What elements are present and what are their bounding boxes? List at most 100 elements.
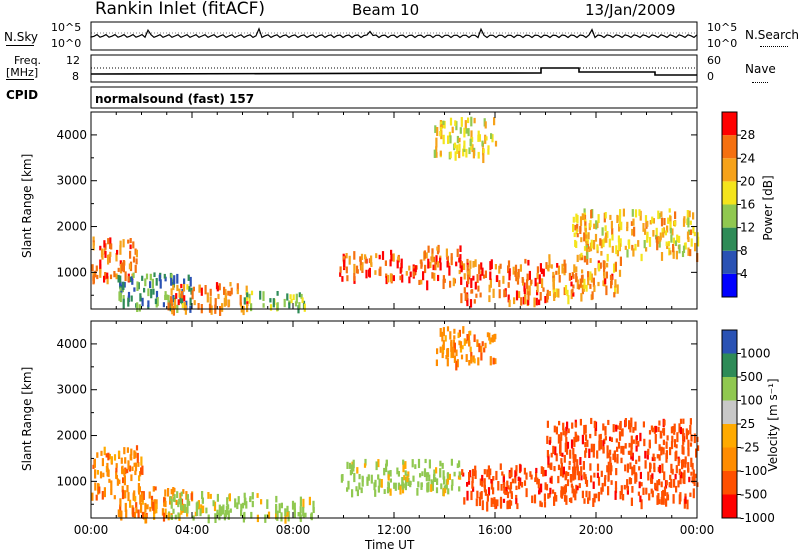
power-echo-cell bbox=[593, 285, 596, 292]
velocity-echo-cell bbox=[643, 438, 646, 447]
velocity-echo-cell bbox=[402, 459, 405, 465]
power-echo-cell bbox=[223, 297, 226, 307]
power-echo-cell bbox=[134, 264, 137, 273]
velocity-echo-cell bbox=[115, 475, 118, 480]
velocity-echo-cell bbox=[286, 505, 289, 512]
power-echo-cell bbox=[474, 259, 477, 267]
velocity-echo-cell bbox=[121, 489, 125, 500]
power-echo-cell bbox=[606, 262, 609, 268]
power-echo-cell bbox=[465, 148, 468, 158]
velocity-echo-cell bbox=[428, 459, 431, 469]
power-echo-cell bbox=[150, 288, 153, 299]
power-echo-cell bbox=[490, 133, 493, 140]
velocity-echo-cell bbox=[593, 493, 596, 503]
velocity-echo-cell bbox=[366, 477, 369, 486]
velocity-echo-cell bbox=[358, 474, 361, 480]
freq-tick-low: 8 bbox=[72, 70, 79, 83]
power-echo-cell bbox=[608, 238, 611, 248]
velocity-echo-cell bbox=[167, 512, 170, 521]
power-echo-cell bbox=[171, 279, 174, 286]
velocity-echo-cell bbox=[465, 339, 468, 344]
velocity-echo-cell bbox=[558, 420, 561, 426]
power-echo-cell bbox=[599, 262, 602, 269]
velocity-echo-cell bbox=[178, 498, 181, 505]
power-echo-cell bbox=[646, 220, 649, 227]
velocity-echo-cell bbox=[141, 492, 144, 502]
power-echo-cell bbox=[431, 272, 434, 279]
power-echo-cell bbox=[345, 266, 348, 274]
power-echo-cell bbox=[512, 266, 515, 275]
power-echo-cell bbox=[174, 299, 177, 310]
power-echo-cell bbox=[106, 272, 109, 279]
velocity-echo-cell bbox=[635, 436, 638, 445]
power-echo-cell bbox=[456, 135, 459, 144]
velocity-echo-cell bbox=[106, 462, 109, 469]
velocity-echo-cell bbox=[593, 420, 596, 429]
power-echo-cell bbox=[120, 262, 124, 272]
velocity-echo-cell bbox=[207, 514, 210, 524]
velocity-echo-cell bbox=[364, 458, 367, 466]
power-echo-cell bbox=[557, 288, 560, 298]
power-echo-cell bbox=[353, 251, 356, 260]
power-echo-cell bbox=[637, 240, 640, 247]
velocity-echo-cell bbox=[430, 484, 433, 492]
power-echo-cell bbox=[217, 293, 220, 300]
velocity-echo-cell bbox=[642, 487, 645, 495]
power-echo-cell bbox=[601, 227, 604, 236]
velocity-echo-cell bbox=[138, 490, 141, 495]
velocity-echo-cell bbox=[670, 441, 674, 450]
velocity-echo-cell bbox=[607, 476, 610, 482]
velocity-echo-cell bbox=[523, 480, 527, 486]
power-echo-cell bbox=[229, 290, 232, 297]
velocity-echo-cell bbox=[685, 428, 688, 437]
nave-tick-high: 60 bbox=[707, 54, 721, 67]
power-echo-cell bbox=[154, 298, 157, 305]
velocity-echo-cell bbox=[616, 454, 619, 464]
velocity-echo-cell bbox=[130, 448, 133, 456]
power-echo-cell bbox=[103, 275, 106, 283]
power-echo-cell bbox=[91, 264, 94, 272]
velocity-echo-cell bbox=[542, 467, 545, 477]
velocity-echo-cell bbox=[565, 495, 568, 505]
velocity-echo-cell bbox=[409, 480, 412, 488]
power-echo-cell bbox=[127, 276, 130, 282]
power-echo-cell bbox=[614, 262, 617, 272]
power-echo-cell bbox=[663, 218, 666, 226]
power-echo-cell bbox=[692, 225, 695, 234]
velocity-echo-cell bbox=[361, 476, 364, 487]
power-echo-cell bbox=[364, 254, 367, 260]
velocity-echo-cell bbox=[607, 461, 610, 472]
velocity-echo-cell bbox=[475, 498, 478, 507]
velocity-echo-cell bbox=[653, 425, 656, 434]
velocity-echo-cell bbox=[205, 507, 208, 514]
velocity-echo-cell bbox=[656, 495, 659, 505]
velocity-echo-cell bbox=[377, 485, 380, 493]
power-echo-cell bbox=[545, 262, 548, 269]
power-echo-cell bbox=[681, 251, 685, 258]
velocity-echo-cell bbox=[276, 510, 279, 518]
power-echo-cell bbox=[658, 239, 661, 248]
power-echo-cell bbox=[655, 227, 658, 237]
power-echo-cell bbox=[236, 289, 239, 295]
velocity-echo-cell bbox=[506, 491, 510, 499]
velocity-ytick-label: 4000 bbox=[56, 337, 87, 351]
power-echo-cell bbox=[609, 214, 612, 220]
power-echo-cell bbox=[664, 230, 667, 236]
power-echo-cell bbox=[676, 234, 679, 243]
velocity-echo-cell bbox=[172, 487, 175, 497]
velocity-echo-cell bbox=[466, 334, 469, 341]
velocity-echo-cell bbox=[694, 473, 697, 479]
velocity-echo-cell bbox=[113, 454, 117, 461]
velocity-echo-cell bbox=[349, 469, 352, 476]
velocity-echo-cell bbox=[619, 422, 622, 431]
velocity-echo-cell bbox=[576, 465, 579, 471]
power-echo-cell bbox=[662, 227, 666, 234]
velocity-echo-cell bbox=[393, 482, 396, 489]
velocity-echo-cell bbox=[631, 452, 634, 461]
power-echo-cell bbox=[478, 264, 481, 275]
power-echo-cell bbox=[673, 220, 676, 225]
velocity-echo-cell bbox=[615, 438, 618, 443]
velocity-echo-cell bbox=[656, 480, 659, 487]
velocity-echo-cell bbox=[650, 477, 653, 483]
velocity-echo-cell bbox=[674, 473, 677, 480]
